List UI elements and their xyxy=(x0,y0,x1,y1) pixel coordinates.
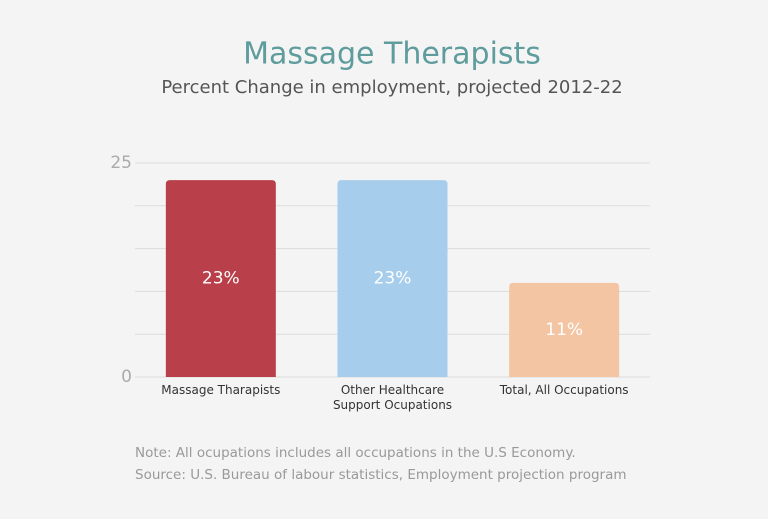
bar xyxy=(509,282,620,377)
x-tick-label: Total, All Occupations xyxy=(499,383,629,397)
chart-subtitle: Percent Change in employment, projected … xyxy=(161,77,622,98)
bar xyxy=(337,180,448,377)
x-tick-label: Other Healthcare Support Ocupations xyxy=(332,383,453,412)
note: Source: U.S. Bureau of labour statistics… xyxy=(135,467,627,483)
bar xyxy=(165,180,276,377)
note: Note: All ocupations includes all occupa… xyxy=(135,445,576,461)
value-label: 11% xyxy=(545,320,583,340)
chart-title: Massage Therapists xyxy=(243,37,541,72)
y-tick-label: 25 xyxy=(110,153,132,173)
x-tick-label: Massage Tharapists xyxy=(161,383,281,397)
value-label: 23% xyxy=(202,269,240,289)
value-label: 23% xyxy=(374,269,412,289)
y-tick-label: 0 xyxy=(121,367,132,387)
